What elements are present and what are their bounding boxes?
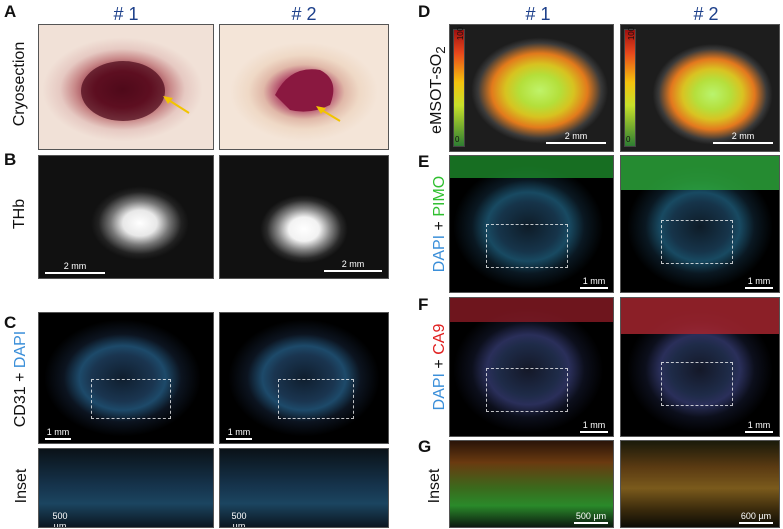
column-label-1: # 1 xyxy=(113,4,139,24)
row-label-thb: THb xyxy=(11,198,28,230)
panel-label-d: D xyxy=(418,2,431,21)
cd31-inset-image-2: 500 µm xyxy=(219,448,389,528)
row-label-emsot-so2: eMSOT-sO2 xyxy=(427,46,449,134)
dapi-ca9-image-1: 1 mm xyxy=(449,297,614,437)
dapi-label-c: DAPI xyxy=(12,330,29,369)
inset-box-e2 xyxy=(661,220,733,264)
panel-label-f: F xyxy=(418,295,429,314)
so2-colorbar-max-1: 100 xyxy=(456,26,466,41)
row-label-dapi-pimo: DAPI + PIMO xyxy=(431,175,448,273)
cryosection-image-1 xyxy=(38,24,214,150)
panel-label-c: C xyxy=(4,313,17,332)
inset-image-g1: 500 µm xyxy=(449,440,614,528)
scale-bar-c2: 1 mm xyxy=(226,427,252,440)
scale-bar-e2: 1 mm xyxy=(745,276,773,289)
panel-label-b: B xyxy=(4,150,17,169)
panel-label-e: E xyxy=(418,152,430,171)
inset-box-c2 xyxy=(278,379,354,419)
row-label-cryosection: Cryosection xyxy=(11,41,28,127)
so2-colorbar-1 xyxy=(453,29,465,147)
cd31-label: CD31 xyxy=(12,386,29,428)
dapi-pimo-image-1: 1 mm xyxy=(449,155,614,293)
pimo-label: PIMO xyxy=(431,175,448,217)
scale-bar-g1: 500 µm xyxy=(574,511,608,524)
arrow-1 xyxy=(166,98,190,114)
inset-box-f1 xyxy=(486,368,568,412)
cd31-dapi-image-2: 1 mm xyxy=(219,312,389,444)
scale-bar-b1: 2 mm xyxy=(45,261,105,274)
inset-box-f2 xyxy=(661,362,733,406)
inset-box-e1 xyxy=(486,224,568,268)
row-label-cd31-dapi: CD31 + DAPI xyxy=(12,330,29,428)
scale-bar-d1: 2 mm xyxy=(546,131,606,144)
so2-colorbar-max-2: 100 xyxy=(627,26,637,41)
thb-image-1: 2 mm xyxy=(38,155,214,279)
scale-bar-e1: 1 mm xyxy=(580,276,608,289)
ca9-label: CA9 xyxy=(431,323,448,355)
scale-bar-g2: 600 µm xyxy=(739,511,773,524)
so2-image-2: 100 0 2 mm xyxy=(620,24,780,152)
panel-label-g: G xyxy=(418,437,432,456)
panel-label-a: A xyxy=(4,2,17,21)
cryosection-image-2 xyxy=(219,24,389,150)
scale-bar-c1: 1 mm xyxy=(45,427,71,440)
scale-bar-b2: 2 mm xyxy=(324,259,382,272)
scale-bar-ci2: 500 µm xyxy=(231,511,247,528)
dapi-pimo-image-2: 1 mm xyxy=(620,155,780,293)
so2-colorbar-min-2: 0 xyxy=(626,135,631,144)
inset-image-g2: 600 µm xyxy=(620,440,780,528)
row-label-inset-c: Inset xyxy=(13,468,30,504)
dapi-label-e: DAPI xyxy=(431,234,448,273)
cd31-dapi-image-1: 1 mm xyxy=(38,312,214,444)
cd31-inset-image-1: 500 µm xyxy=(38,448,214,528)
dapi-label-f: DAPI xyxy=(431,373,448,411)
column-label-2: # 2 xyxy=(291,4,317,24)
inset-box-c1 xyxy=(91,379,171,419)
thb-image-2: 2 mm xyxy=(219,155,389,279)
so2-image-1: 100 0 2 mm xyxy=(449,24,614,152)
column-label-4: # 2 xyxy=(693,4,719,24)
so2-colorbar-2 xyxy=(624,29,636,147)
so2-colorbar-min-1: 0 xyxy=(455,135,460,144)
scale-bar-ci1: 500 µm xyxy=(52,511,68,528)
scale-bar-d2: 2 mm xyxy=(713,131,773,144)
column-label-3: # 1 xyxy=(525,4,551,24)
row-label-inset-g: Inset xyxy=(426,468,443,504)
dapi-ca9-image-2: 1 mm xyxy=(620,297,780,437)
scale-bar-f2: 1 mm xyxy=(745,420,773,433)
row-label-dapi-ca9: DAPI + CA9 xyxy=(431,323,448,411)
scale-bar-f1: 1 mm xyxy=(580,420,608,433)
